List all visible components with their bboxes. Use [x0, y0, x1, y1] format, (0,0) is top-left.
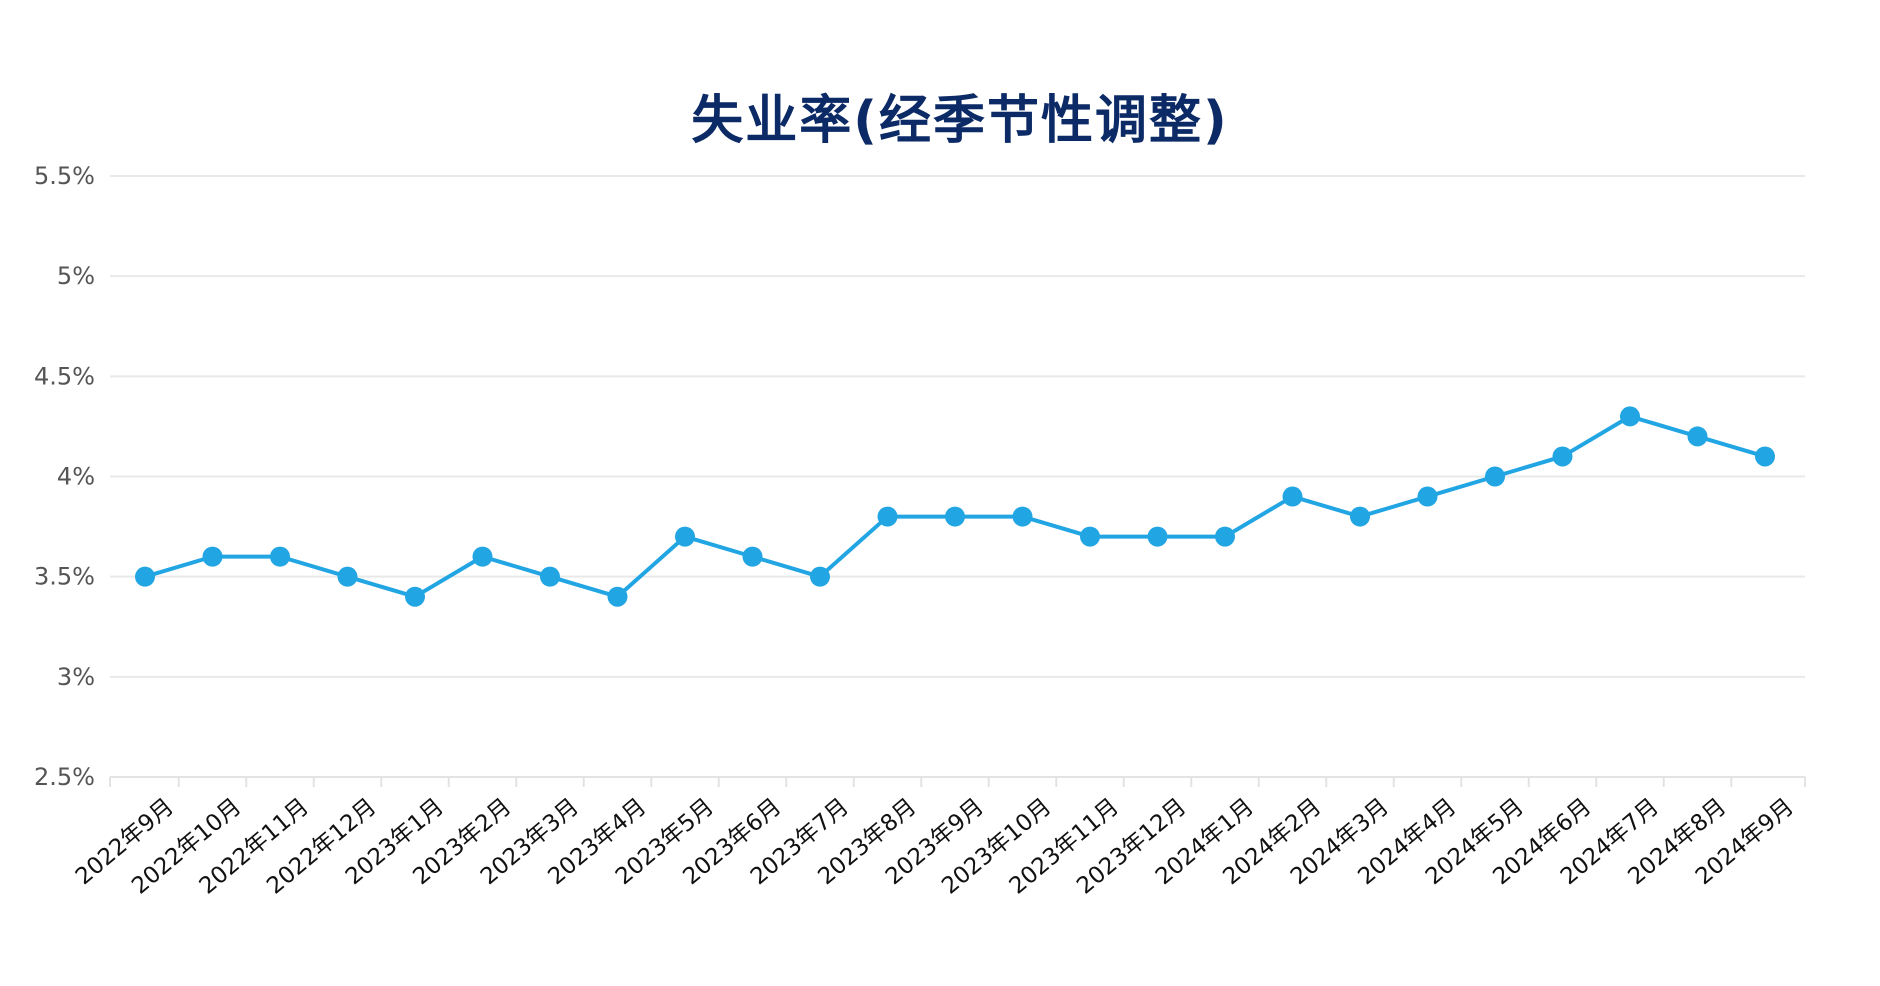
- y-tick-label: 3.5%: [34, 563, 95, 591]
- data-point-marker[interactable]: 2023年3月: 3.5%: [540, 566, 560, 587]
- y-tick-label: 4%: [57, 463, 95, 491]
- data-point-marker[interactable]: 2024年8月: 4.2%: [1687, 426, 1708, 447]
- y-tick-label: 5.5%: [34, 162, 95, 190]
- data-point-marker[interactable]: 2023年6月: 3.6%: [742, 546, 763, 567]
- gridlines: [110, 175, 1805, 778]
- y-tick-label: 5%: [57, 262, 95, 290]
- series-line: [144, 414, 1766, 599]
- data-point-marker[interactable]: 2024年3月: 3.8%: [1350, 506, 1370, 527]
- data-point-marker[interactable]: 2024年6月: 4.1%: [1552, 446, 1573, 467]
- data-point-marker[interactable]: 2022年10月: 3.6%: [202, 546, 223, 567]
- x-axis: 2022年9月2022年10月2022年11月2022年12月2023年1月20…: [71, 777, 1806, 900]
- data-point-marker[interactable]: 2024年9月: 4.1%: [1755, 446, 1775, 467]
- y-tick-label: 4.5%: [34, 362, 95, 390]
- data-point-marker[interactable]: 2023年5月: 3.7%: [675, 526, 695, 547]
- data-point-marker[interactable]: 2023年7月: 3.5%: [810, 566, 830, 587]
- data-point-marker[interactable]: 2024年4月: 3.9%: [1417, 486, 1438, 507]
- y-tick-label: 2.5%: [34, 763, 95, 791]
- data-point-marker[interactable]: 2022年12月: 3.5%: [337, 566, 358, 587]
- data-point-marker[interactable]: 2023年8月: 3.8%: [877, 506, 898, 527]
- data-series: 2022年9月: 3.5% 2022年10月: 3.6% 2022年11月: 3.6…: [135, 406, 1775, 607]
- data-point-marker[interactable]: 2024年2月: 3.9%: [1282, 486, 1303, 507]
- data-point-marker[interactable]: 2023年12月: 3.7%: [1147, 526, 1168, 547]
- data-point-marker[interactable]: 2023年4月: 3.4%: [607, 586, 628, 607]
- data-point-marker[interactable]: 2023年10月: 3.8%: [1012, 506, 1033, 527]
- data-point-marker[interactable]: 2023年2月: 3.6%: [472, 546, 493, 567]
- data-point-marker[interactable]: 2024年5月: 4%: [1485, 466, 1505, 487]
- data-point-marker[interactable]: 2023年1月: 3.4%: [405, 586, 425, 607]
- data-point-marker[interactable]: 2023年9月: 3.8%: [945, 506, 965, 527]
- data-point-marker[interactable]: 2024年7月: 4.3%: [1620, 406, 1640, 427]
- chart-title: 失业率(经季节性调整): [691, 91, 1229, 151]
- data-point-marker[interactable]: 2023年11月: 3.7%: [1080, 526, 1100, 547]
- data-point-marker[interactable]: 2024年1月: 3.7%: [1215, 526, 1235, 547]
- y-tick-label: 3%: [57, 663, 95, 691]
- data-point-marker[interactable]: 2022年11月: 3.6%: [270, 546, 290, 567]
- y-axis: 2.5% 3% 3.5% 4% 4.5% 5% 5.5%: [34, 162, 95, 791]
- data-point-marker[interactable]: 2022年9月: 3.5%: [135, 566, 155, 587]
